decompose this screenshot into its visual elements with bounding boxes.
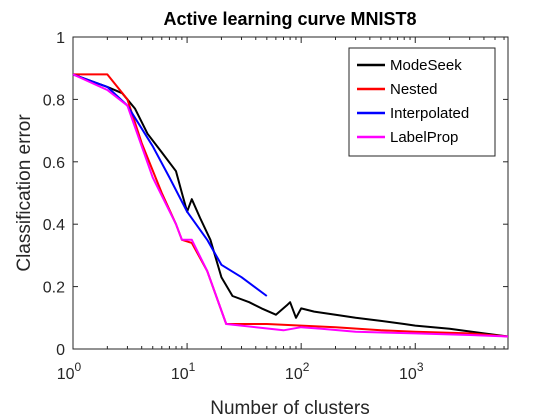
chart-title: Active learning curve MNIST8 [163, 9, 416, 29]
x-tick-label: 101 [171, 360, 196, 383]
y-tick-label: 0.2 [43, 280, 65, 297]
legend: ModeSeek Nested Interpolated LabelProp [348, 47, 496, 157]
legend-label: Nested [390, 81, 438, 98]
plot-area: 0 0.2 0.4 0.6 0.8 1 100 101 102 103 [43, 30, 509, 383]
x-axis-title: Number of clusters [210, 398, 369, 419]
legend-label: ModeSeek [390, 57, 462, 74]
y-tick-label: 0 [56, 342, 65, 359]
x-tick-label: 103 [399, 360, 424, 383]
y-tick-label: 0.8 [43, 92, 65, 109]
legend-label: LabelProp [390, 129, 458, 146]
series-line-labelprop [72, 73, 509, 338]
legend-label: Interpolated [390, 105, 469, 122]
y-axis-title: Classification error [14, 114, 35, 272]
series-line-modeseek [72, 73, 509, 338]
y-tick-label: 1 [56, 30, 65, 47]
series-line-interpolated [72, 73, 268, 297]
x-tick-label: 100 [57, 360, 82, 383]
x-tick-label: 102 [285, 360, 310, 383]
y-tick-label: 0.6 [43, 155, 65, 172]
y-tick-label: 0.4 [43, 217, 65, 234]
